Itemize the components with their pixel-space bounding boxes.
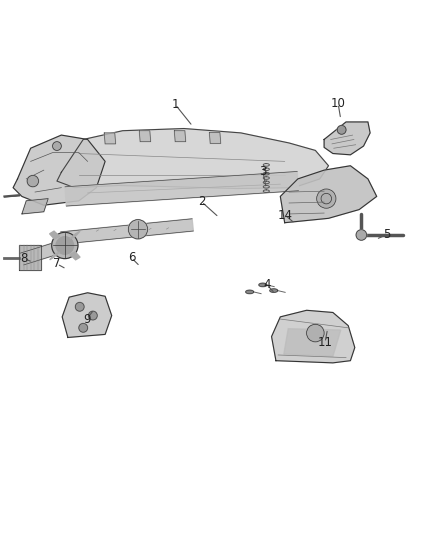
Polygon shape [70,231,80,239]
Polygon shape [272,310,355,363]
Text: 11: 11 [318,336,332,349]
Polygon shape [284,329,341,356]
Text: 14: 14 [278,209,293,222]
Text: 3: 3 [259,165,266,177]
Text: 4: 4 [263,278,271,292]
Polygon shape [324,122,370,155]
Polygon shape [20,241,63,265]
Circle shape [307,324,324,342]
Circle shape [88,311,97,320]
Text: 10: 10 [331,97,346,110]
Polygon shape [49,231,60,239]
Polygon shape [209,133,221,143]
Text: 8: 8 [21,252,28,265]
Text: 5: 5 [383,229,390,241]
Polygon shape [13,135,105,205]
Polygon shape [104,133,116,144]
Circle shape [75,302,84,311]
Polygon shape [62,293,112,337]
Circle shape [79,324,88,332]
Circle shape [337,125,346,134]
Circle shape [128,220,148,239]
Polygon shape [139,131,151,142]
Polygon shape [174,131,186,142]
Polygon shape [49,252,60,260]
Polygon shape [70,252,80,260]
Text: 1: 1 [171,98,179,111]
Polygon shape [259,283,267,287]
Circle shape [317,189,336,208]
Circle shape [53,142,61,150]
Text: 7: 7 [53,257,61,270]
Circle shape [56,237,74,254]
Polygon shape [270,289,278,292]
Text: 6: 6 [127,251,135,264]
Circle shape [356,230,367,240]
Circle shape [27,175,39,187]
Text: 9: 9 [83,312,91,326]
Polygon shape [246,290,254,294]
Polygon shape [61,219,193,244]
Polygon shape [57,128,328,189]
Polygon shape [19,246,41,270]
Text: 2: 2 [198,195,205,208]
Polygon shape [280,166,377,223]
Circle shape [52,232,78,259]
Polygon shape [22,199,48,214]
Polygon shape [65,172,298,206]
